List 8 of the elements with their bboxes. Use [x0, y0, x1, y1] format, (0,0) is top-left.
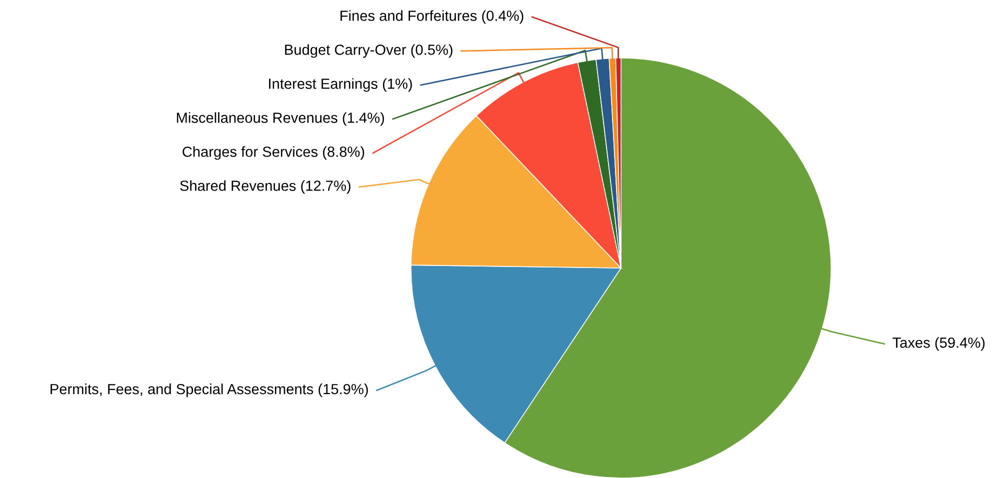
slice-label: Permits, Fees, and Special Assessments (15.9%)	[50, 384, 368, 398]
slice-label: Taxes (59.4%)	[892, 337, 985, 351]
slice-label: Budget Carry-Over (0.5%)	[285, 44, 452, 58]
slice-label: Charges for Services (8.8%)	[182, 146, 364, 160]
slice-label: Miscellaneous Revenues (1.4%)	[176, 112, 384, 126]
slice-label: Shared Revenues (12.7%)	[180, 180, 350, 194]
slice-label: Fines and Forfeitures (0.4%)	[340, 10, 524, 24]
slice-label: Interest Earnings (1%)	[269, 78, 412, 92]
